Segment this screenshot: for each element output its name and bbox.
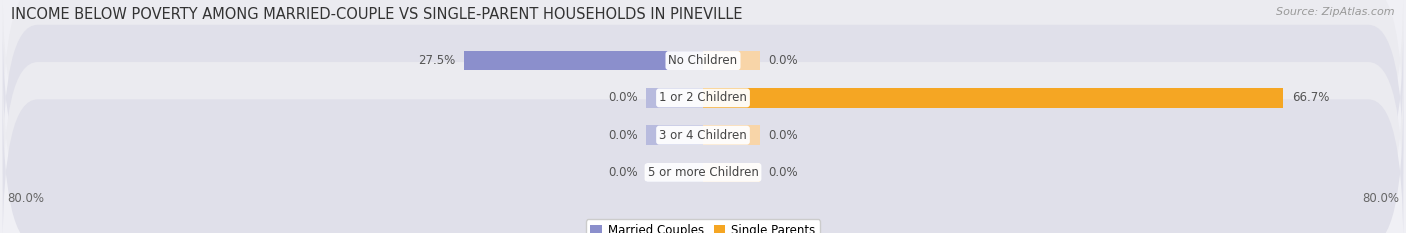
FancyBboxPatch shape	[3, 22, 1403, 174]
Legend: Married Couples, Single Parents: Married Couples, Single Parents	[586, 219, 820, 233]
Bar	[647, 125, 703, 145]
FancyBboxPatch shape	[3, 0, 1403, 137]
Text: No Children: No Children	[668, 54, 738, 67]
Text: 3 or 4 Children: 3 or 4 Children	[659, 129, 747, 142]
Text: 80.0%: 80.0%	[7, 192, 44, 205]
Text: 66.7%: 66.7%	[1292, 91, 1329, 104]
Bar	[703, 88, 1284, 108]
Text: 0.0%: 0.0%	[609, 91, 638, 104]
Text: 27.5%: 27.5%	[418, 54, 456, 67]
Text: 5 or more Children: 5 or more Children	[648, 166, 758, 179]
Bar	[647, 163, 703, 182]
Text: 0.0%: 0.0%	[768, 166, 797, 179]
Text: 80.0%: 80.0%	[1362, 192, 1399, 205]
Text: INCOME BELOW POVERTY AMONG MARRIED-COUPLE VS SINGLE-PARENT HOUSEHOLDS IN PINEVIL: INCOME BELOW POVERTY AMONG MARRIED-COUPL…	[11, 7, 742, 22]
Bar	[703, 163, 759, 182]
Text: 1 or 2 Children: 1 or 2 Children	[659, 91, 747, 104]
Bar	[703, 125, 759, 145]
Text: 0.0%: 0.0%	[768, 129, 797, 142]
Text: Source: ZipAtlas.com: Source: ZipAtlas.com	[1277, 7, 1395, 17]
Bar	[464, 51, 703, 70]
Bar	[703, 51, 759, 70]
Text: 0.0%: 0.0%	[768, 54, 797, 67]
FancyBboxPatch shape	[3, 59, 1403, 211]
Text: 0.0%: 0.0%	[609, 166, 638, 179]
Bar	[647, 88, 703, 108]
FancyBboxPatch shape	[3, 96, 1403, 233]
Text: 0.0%: 0.0%	[609, 129, 638, 142]
